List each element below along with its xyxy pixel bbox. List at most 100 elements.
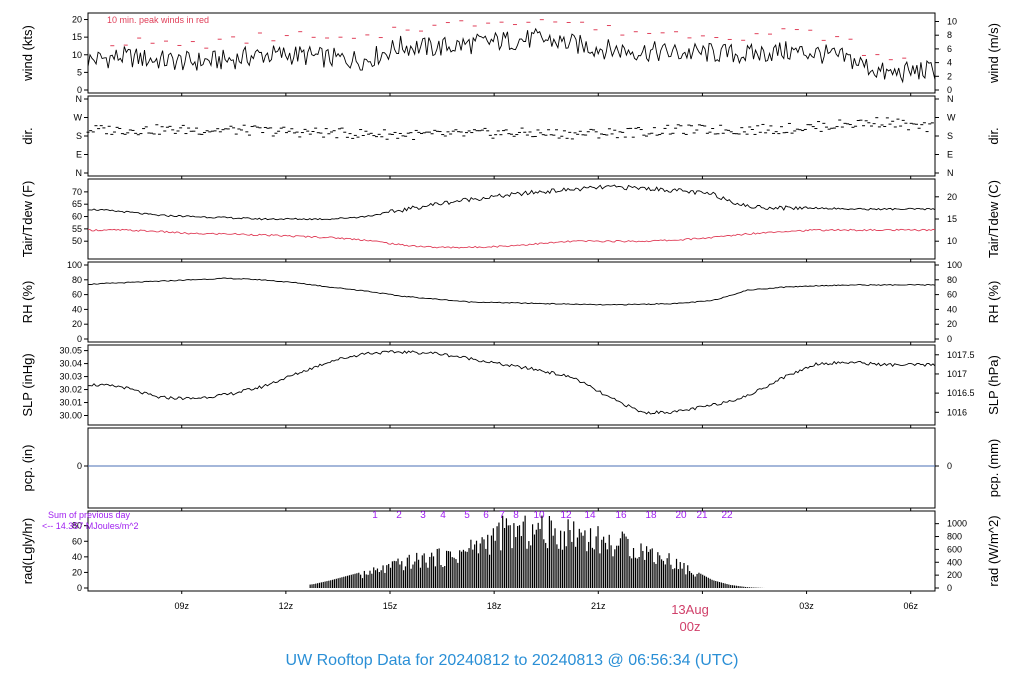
annotation-sum-value: <-- 14.357 MJoules/m^2 <box>42 521 139 531</box>
y-tick-label-right: 1000 <box>947 519 967 529</box>
panel-frame <box>87 12 936 94</box>
y-tick-label-left: 30.01 <box>59 398 82 408</box>
y-axis-label-right: SLP (hPa) <box>986 355 1001 415</box>
y-tick-label-left: N <box>76 168 83 178</box>
hour-mark-label: 8 <box>513 510 519 521</box>
y-tick-label-left: 30.03 <box>59 372 82 382</box>
date-sub-label: 00z <box>680 619 701 634</box>
hour-mark-label: 22 <box>721 510 733 521</box>
y-tick-label-left: 20 <box>72 567 82 577</box>
x-tick-label: 15z <box>383 601 398 611</box>
y-tick-label-right: 600 <box>947 544 962 554</box>
y-tick-label-left: S <box>76 131 82 141</box>
y-tick-label-left: 0 <box>77 461 82 471</box>
y-tick-label-right: 0 <box>947 583 952 593</box>
y-tick-label-left: 30.00 <box>59 411 82 421</box>
y-axis-label-right: Tair/Tdew (C) <box>986 180 1001 258</box>
panel-2: Tair/Tdew (F) Tair/Tdew (C) 50 55 60 65 70 10 15… <box>20 178 1001 262</box>
y-tick-label-left: 100 <box>67 260 82 270</box>
y-axis-label-left: Tair/Tdew (F) <box>20 181 35 258</box>
hour-mark-label: 3 <box>420 510 426 521</box>
y-tick-label-right: 40 <box>947 304 957 314</box>
y-tick-label-left: 15 <box>72 32 82 42</box>
panel-3: RH (%) RH (%) 0 20 40 60 80 100 0 20 40 60 80 100 <box>20 260 1001 345</box>
y-tick-label-left: 55 <box>72 224 82 234</box>
y-tick-label-left: 40 <box>72 552 82 562</box>
y-tick-label-right: 1016 <box>947 407 967 417</box>
panel-4: SLP (inHg) SLP (hPa) 30.00 30.01 30.02 30.03 3… <box>20 344 1001 428</box>
x-tick-label: 18z <box>487 601 502 611</box>
y-axis-label-left: wind (kts) <box>20 25 35 82</box>
y-tick-label-right: 2 <box>947 71 952 81</box>
y-tick-label-left: 0 <box>77 583 82 593</box>
y-tick-label-right: 100 <box>947 260 962 270</box>
radiation-bars <box>309 515 765 588</box>
hour-mark-label: 1 <box>372 510 378 521</box>
y-tick-label-left: 10 <box>72 50 82 60</box>
y-tick-label-right: S <box>947 131 953 141</box>
y-axis-label-right: dir. <box>986 127 1001 144</box>
y-tick-label-right: 1017.5 <box>947 350 975 360</box>
hour-mark-label: 2 <box>396 510 402 521</box>
hour-mark-label: 7 <box>499 510 505 521</box>
y-tick-label-right: 20 <box>947 192 957 202</box>
y-tick-label-right: N <box>947 94 954 104</box>
hour-mark-label: 6 <box>483 510 489 521</box>
peak-wind-series <box>110 19 907 61</box>
hour-mark-label: 14 <box>584 510 596 521</box>
y-tick-label-right: 0 <box>947 461 952 471</box>
panel-6: rad(Lgly/hr) rad (W/m^2)02040608002004006… <box>20 510 1001 594</box>
hour-mark-label: 16 <box>615 510 627 521</box>
y-tick-label-left: N <box>76 94 83 104</box>
date-label: 13Aug <box>671 602 709 617</box>
y-axis-label-right: wind (m/s) <box>986 23 1001 84</box>
y-tick-label-left: 30.05 <box>59 346 82 356</box>
y-axis-label-left: pcp. (in) <box>20 445 35 492</box>
annotation-sum-label: Sum of previous day <box>48 510 131 520</box>
panel-frame <box>87 261 936 343</box>
y-tick-label-left: 0 <box>77 334 82 344</box>
y-tick-label-left: 80 <box>72 275 82 285</box>
y-tick-label-right: W <box>947 113 956 123</box>
x-tick-label: 06z <box>903 601 918 611</box>
y-tick-label-right: N <box>947 168 954 178</box>
panel-frame <box>87 510 936 592</box>
y-tick-label-left: 60 <box>72 212 82 222</box>
y-axis-label-left: RH (%) <box>20 281 35 324</box>
y-tick-label-right: 1017 <box>947 369 967 379</box>
annotation-peak-note: 10 min. peak winds in red <box>107 15 209 25</box>
y-tick-label-right: 200 <box>947 570 962 580</box>
y-tick-label-left: 70 <box>72 187 82 197</box>
x-tick-label: 12z <box>279 601 294 611</box>
wind-series-line <box>87 27 936 84</box>
y-tick-label-left: 20 <box>72 319 82 329</box>
y-tick-label-left: E <box>76 150 82 160</box>
panel-0: wind (kts) wind (m/s) 0 5 10 15 20 0 2 4 6 8 10 10 mi… <box>20 12 1001 96</box>
hour-mark-label: 10 <box>533 510 545 521</box>
air-series-line <box>88 184 936 221</box>
hour-mark-label: 12 <box>560 510 572 521</box>
hour-mark-label: 5 <box>464 510 470 521</box>
y-axis-label-left: dir. <box>20 127 35 144</box>
y-tick-label-right: E <box>947 150 953 160</box>
dew-series-line <box>87 228 936 249</box>
y-tick-label-right: 6 <box>947 44 952 54</box>
y-axis-label-right: rad (W/m^2) <box>986 515 1001 586</box>
y-tick-label-left: 65 <box>72 199 82 209</box>
y-tick-label-left: 60 <box>72 290 82 300</box>
y-tick-label-right: 400 <box>947 557 962 567</box>
y-tick-label-right: 15 <box>947 214 957 224</box>
y-tick-label-right: 8 <box>947 30 952 40</box>
y-tick-label-left: 40 <box>72 304 82 314</box>
hour-mark-label: 4 <box>440 510 446 521</box>
hour-mark-label: 21 <box>696 510 708 521</box>
rh-series-line <box>87 277 936 306</box>
y-tick-label-right: 10 <box>947 17 957 27</box>
panel-frame <box>87 427 936 509</box>
x-tick-label: 03z <box>799 601 814 611</box>
y-tick-label-left: W <box>74 113 83 123</box>
y-tick-label-right: 800 <box>947 532 962 542</box>
direction-series <box>86 117 934 140</box>
